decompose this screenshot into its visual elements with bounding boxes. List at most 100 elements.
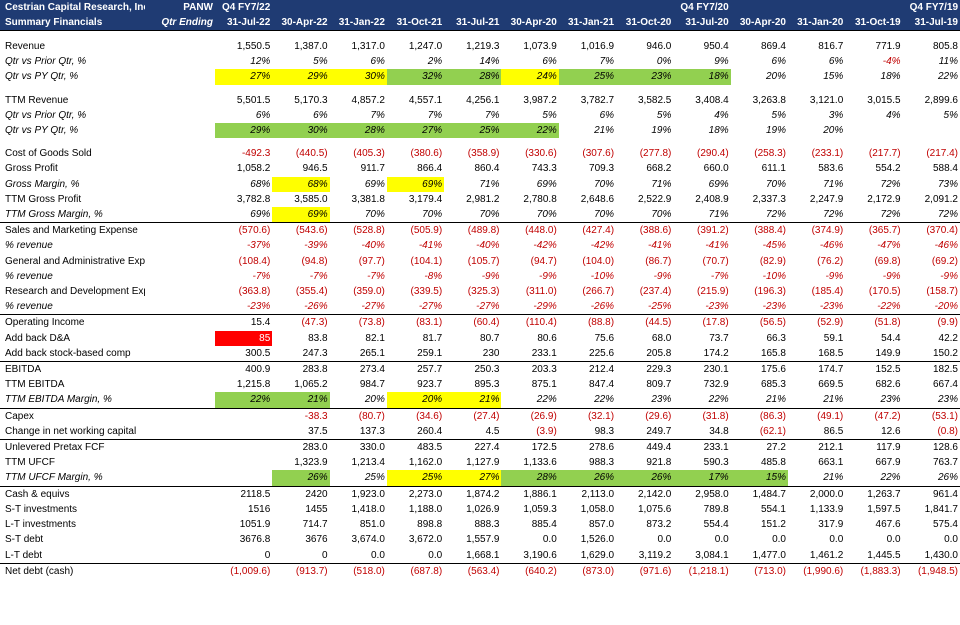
value-cell: 300.5 (215, 345, 273, 363)
value-cell: 6% (542, 56, 557, 68)
value-cell: 869.4 (760, 41, 786, 52)
spacer-cell (330, 85, 387, 93)
value-cell: (528.8) (353, 225, 385, 237)
spacer-cell (387, 138, 444, 146)
value-cell: 68% (272, 176, 330, 192)
value-cell: 2,648.6 (580, 193, 615, 205)
value-cell: (307.6) (582, 148, 615, 160)
value-cell: 257.7 (417, 364, 443, 376)
value-cell: (570.6) (238, 225, 271, 237)
value-cell: 233.1 (703, 442, 729, 454)
value-cell: 0 (215, 547, 273, 564)
value-cell: 30% (329, 69, 387, 85)
row-label: Cost of Goods Sold (5, 148, 92, 160)
value-cell: 588.4 (932, 163, 958, 175)
value-cell: (185.4) (811, 286, 844, 298)
value-cell: -10% (590, 270, 615, 282)
row-label: Net debt (cash) (5, 565, 74, 577)
value-cell: 709.3 (589, 163, 615, 175)
value-cell: 25% (444, 123, 502, 139)
value-cell: 22% (937, 71, 958, 83)
value-cell: 165.8 (730, 345, 788, 363)
value-cell: 449.4 (646, 442, 672, 454)
value-cell: 3,672.0 (408, 534, 443, 546)
period-label: Qtr Ending (145, 15, 215, 31)
spacer-cell (387, 85, 444, 93)
value-cell: -8% (424, 270, 443, 282)
value-cell: 946.5 (302, 163, 328, 175)
ttl-spacer (145, 54, 215, 69)
value-cell: (76.2) (817, 255, 844, 267)
row-label: % revenue (0, 299, 145, 316)
spacer-cell (673, 138, 730, 146)
value-cell: 3,582.5 (638, 94, 672, 106)
value-cell: 249.7 (616, 423, 674, 441)
value-cell: (51.8) (874, 317, 901, 329)
value-cell: 19% (651, 125, 672, 137)
value-cell: 30% (272, 123, 330, 139)
value-cell: 66.3 (766, 332, 786, 344)
ttl-spacer (145, 238, 215, 253)
value-cell: 69% (536, 178, 557, 190)
value-cell: 1,133.9 (809, 503, 844, 515)
value-cell: 75.6 (594, 332, 615, 344)
value-cell: 82.1 (365, 332, 385, 344)
table-row: TTM EBITDA 1,215.8 1,065.2 984.7 923.7 895.3 8… (0, 377, 960, 392)
value-cell: 25% (558, 69, 617, 85)
value-cell: (427.4) (582, 225, 615, 237)
value-cell: 25% (329, 470, 387, 487)
value-cell: 0.0 (829, 534, 844, 546)
value-cell: 961.4 (932, 488, 958, 500)
value-cell: 0.0 (886, 534, 901, 546)
value-cell: -42% (533, 240, 557, 252)
value-cell: 0.0 (542, 534, 557, 546)
value-cell: 3676 (305, 534, 328, 546)
row-label: S-T investments (5, 503, 78, 515)
ttl-spacer (145, 486, 215, 502)
ttl-spacer (145, 470, 215, 487)
value-cell: 1516 (248, 503, 271, 515)
ticker: PANW (145, 0, 215, 15)
row-label: L-T debt (0, 547, 145, 564)
value-cell: 71% (479, 178, 500, 190)
value-cell: 682.6 (875, 379, 901, 391)
value-cell: 20% (329, 392, 387, 409)
period-date: 31-Jan-21 (558, 15, 617, 31)
value-cell: 1,317.0 (351, 41, 385, 52)
value-cell: -4% (882, 56, 901, 68)
value-cell: 2,172.9 (867, 193, 901, 205)
value-cell: 27.2 (766, 442, 786, 454)
value-cell: 28% (329, 123, 387, 139)
row-label: Cash & equivs (5, 488, 70, 500)
value-cell: 227.4 (474, 442, 500, 454)
value-cell (215, 423, 273, 441)
table-row: Qtr vs PY Qtr, % 27% 29% 30% 32% 28% 24% 25% 23%… (0, 69, 960, 85)
value-cell: 5,170.3 (294, 94, 328, 106)
value-cell: (27.4) (473, 410, 500, 422)
value-cell: 2% (427, 56, 443, 68)
row-label: % revenue (5, 240, 53, 252)
value-cell: 1,215.8 (236, 379, 271, 391)
value-cell: 2,408.9 (695, 193, 729, 205)
value-cell: 27% (386, 123, 445, 139)
quarter-tag: Q4 FY7/22 (215, 0, 273, 15)
spacer-cell (145, 138, 215, 146)
spacer-cell (501, 138, 558, 146)
value-cell: 149.9 (845, 345, 903, 363)
period-date: 31-Jul-21 (444, 15, 502, 31)
value-cell: (1,948.5) (917, 565, 958, 577)
value-cell: 3,179.4 (408, 193, 443, 205)
value-cell: -9% (882, 270, 901, 282)
value-cell: 467.6 (875, 519, 901, 531)
value-cell: -23% (673, 299, 731, 316)
value-cell: 2,000.0 (809, 488, 844, 500)
spacer-row (0, 138, 960, 146)
ttl-spacer (145, 345, 215, 363)
value-cell: 20% (765, 71, 786, 83)
value-cell: 70% (616, 207, 674, 224)
value-cell: 1,026.9 (466, 503, 500, 515)
value-cell: 873.2 (646, 519, 672, 531)
value-cell (845, 123, 902, 138)
value-cell: 21% (272, 392, 330, 409)
value-cell: 3,015.5 (867, 94, 901, 106)
